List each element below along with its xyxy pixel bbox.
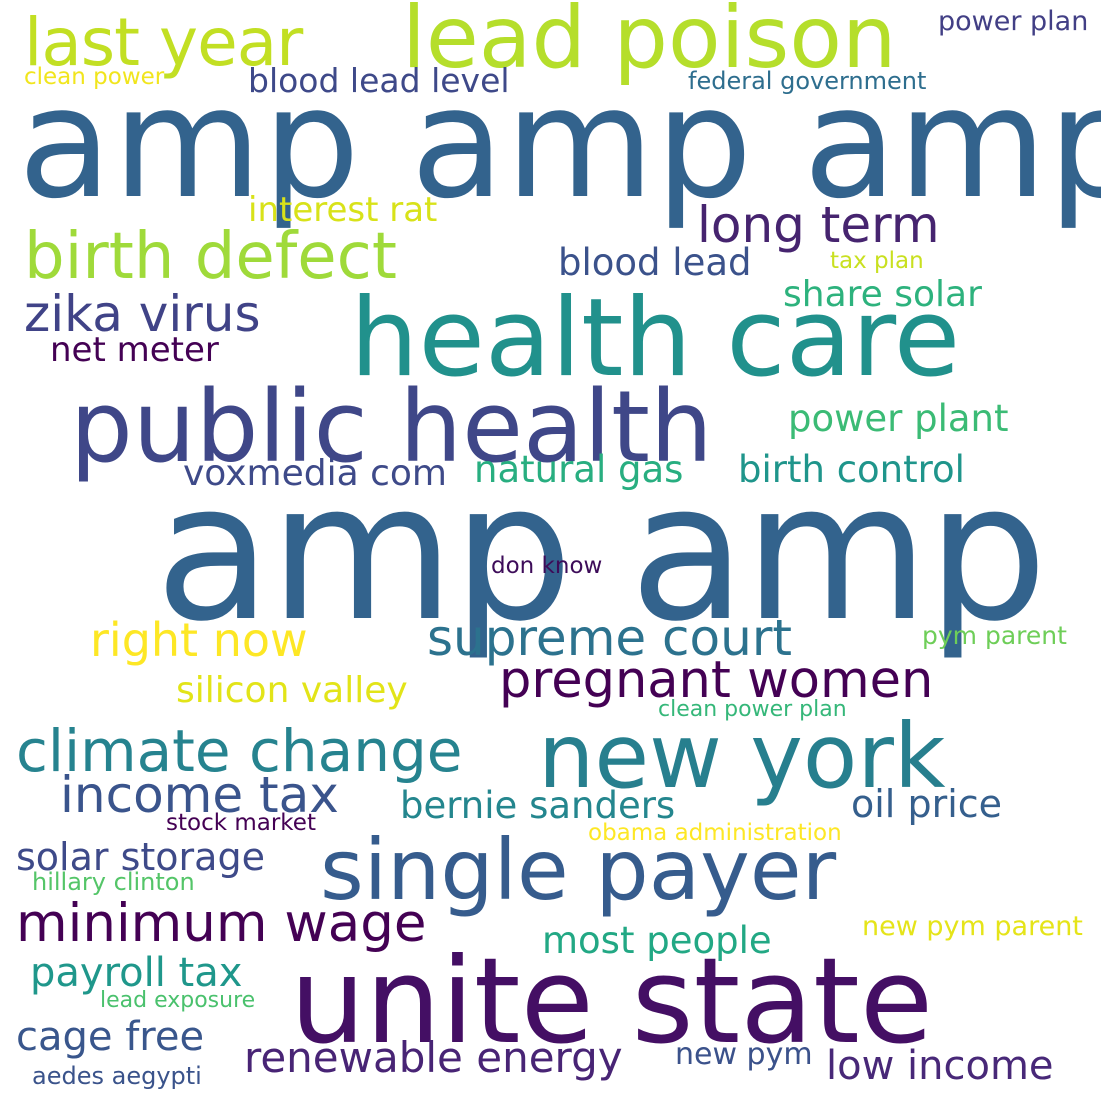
word: solar storage — [16, 835, 265, 879]
word: supreme court — [427, 609, 792, 667]
word: lead poison — [402, 0, 897, 88]
word: most people — [542, 919, 772, 962]
word: blood lead level — [248, 61, 510, 100]
word: tax plan — [830, 248, 924, 274]
word: power plan — [938, 6, 1089, 37]
word: pym parent — [922, 621, 1067, 650]
word: clean power plan — [658, 697, 847, 722]
word: unite state — [290, 933, 934, 1071]
word: net meter — [50, 330, 219, 370]
word: new pym parent — [862, 911, 1083, 942]
word: birth defect — [24, 220, 397, 294]
word: interest rat — [248, 190, 438, 230]
word: don know — [491, 553, 603, 579]
word: obama administration — [588, 820, 842, 846]
word: aedes aegypti — [32, 1062, 202, 1090]
word: federal government — [688, 67, 927, 95]
word: silicon valley — [176, 670, 408, 711]
word: voxmedia com — [183, 453, 447, 494]
word: payroll tax — [30, 950, 243, 996]
word: amp amp — [155, 442, 1048, 663]
word: share solar — [783, 274, 982, 315]
word: public health — [70, 370, 713, 485]
word: blood lead — [558, 241, 752, 284]
word: new pym — [675, 1037, 813, 1072]
word: hillary clinton — [32, 868, 195, 896]
word: cage free — [16, 1014, 205, 1060]
word: health care — [350, 276, 961, 401]
word: new york — [538, 704, 946, 808]
word: lead exposure — [100, 988, 256, 1013]
word: natural gas — [474, 448, 684, 491]
word: single payer — [320, 821, 837, 919]
word: renewable energy — [244, 1033, 623, 1082]
word: amp amp amp — [18, 55, 1101, 233]
word: birth control — [738, 448, 965, 491]
word: minimum wage — [16, 893, 427, 954]
word: income tax — [60, 766, 339, 824]
word: power plant — [788, 397, 1009, 440]
word: bernie sanders — [400, 784, 676, 827]
word: climate change — [16, 717, 463, 785]
word: long term — [697, 196, 940, 254]
word: clean power — [24, 64, 165, 90]
word: right now — [90, 613, 308, 667]
word: pregnant women — [499, 651, 934, 710]
word: oil price — [851, 782, 1003, 826]
word: low income — [826, 1043, 1054, 1089]
word: last year — [24, 4, 303, 81]
word: zika virus — [24, 285, 261, 343]
word: stock market — [166, 810, 316, 836]
